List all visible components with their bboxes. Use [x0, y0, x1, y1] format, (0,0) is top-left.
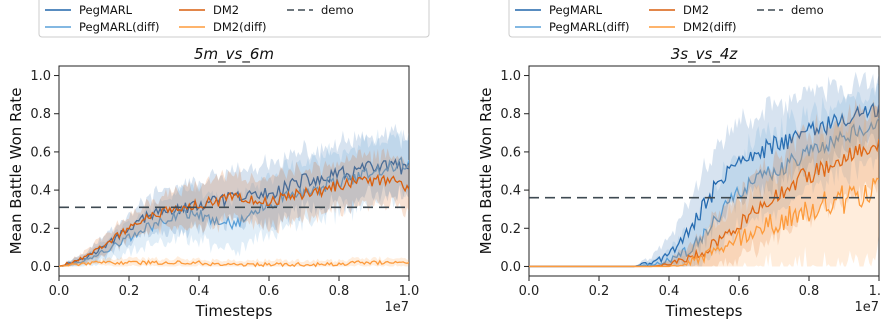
band-pegmarl	[529, 71, 879, 267]
legend-label: DM2(diff)	[683, 20, 737, 34]
series-line-dm2-diff-	[529, 177, 879, 268]
y-tick-label: 0.6	[500, 145, 521, 160]
legend: PegMARL PegMARL(diff) DM2 DM2(diff) demo	[38, 0, 430, 38]
y-tick-label: 0.4	[30, 184, 51, 199]
legend: PegMARL PegMARL(diff) DM2 DM2(diff) demo	[508, 0, 881, 38]
series-line-pegmarl-diff-	[59, 156, 409, 268]
band-pegmarl-diff-	[529, 82, 879, 267]
y-tick-label: 0.6	[30, 145, 51, 160]
y-tick-label: 1.0	[30, 69, 51, 84]
legend-label: PegMARL(diff)	[79, 20, 159, 34]
chart-title: 5m_vs_6m	[194, 45, 274, 64]
y-tick-label: 0.2	[500, 222, 521, 237]
legend-label: demo	[321, 3, 354, 17]
x-scale-label: 1e7	[854, 300, 879, 315]
y-tick-label: 0.8	[500, 107, 521, 122]
y-tick-label: 0.2	[30, 222, 51, 237]
y-tick-label: 0.4	[500, 184, 521, 199]
chart-panel-1: 0.00.20.40.60.81.00.0 0.2 0.4 0.6 0.8 1.01e75…	[7, 0, 430, 320]
x-tick-label: 0.4	[659, 284, 680, 299]
legend-label: demo	[791, 3, 824, 17]
series-line-dm2	[59, 173, 409, 268]
plot-area	[528, 65, 880, 277]
x-tick-label: 0.0	[49, 284, 70, 299]
legend-label: DM2	[213, 3, 239, 17]
plot-area	[58, 65, 410, 277]
legend-label: DM2	[683, 3, 709, 17]
x-scale-label: 1e7	[384, 300, 409, 315]
series-line-dm2-diff-	[59, 259, 409, 268]
x-tick-label: 0.6	[729, 284, 750, 299]
y-tick-label: 1.0	[500, 69, 521, 84]
band-dm2	[59, 148, 409, 267]
series-layer	[59, 123, 409, 268]
x-axis-label: Timesteps	[195, 302, 273, 320]
y-axis-label: Mean Battle Won Rate	[7, 88, 25, 255]
legend-label: PegMARL	[79, 3, 133, 17]
series-layer	[529, 71, 879, 268]
legend-box	[508, 0, 881, 38]
x-tick-label: 0.6	[259, 284, 280, 299]
x-tick-label: 0.2	[119, 284, 140, 299]
y-tick-label: 0.0	[30, 260, 51, 275]
x-tick-label: 1.0	[869, 284, 881, 299]
legend-label: DM2(diff)	[213, 20, 267, 34]
band-pegmarl-diff-	[59, 129, 409, 267]
legend-label: PegMARL(diff)	[549, 20, 629, 34]
x-tick-label: 1.0	[399, 284, 420, 299]
x-tick-label: 0.4	[189, 284, 210, 299]
x-tick-label: 0.8	[799, 284, 820, 299]
chart-panel-2: 0.00.20.40.60.81.00.00.20.40.60.81.01e73…	[477, 0, 881, 320]
y-tick-label: 0.8	[30, 107, 51, 122]
chart-title: 3s_vs_4z	[671, 45, 739, 64]
x-tick-label: 0.8	[329, 284, 350, 299]
x-tick-label: 0.0	[519, 284, 540, 299]
legend-label: PegMARL	[549, 3, 603, 17]
x-axis-label: Timesteps	[665, 302, 743, 320]
y-axis-label: Mean Battle Won Rate	[477, 88, 495, 255]
y-tick-label: 0.0	[500, 260, 521, 275]
legend-box	[38, 0, 430, 38]
x-tick-label: 0.2	[589, 284, 610, 299]
